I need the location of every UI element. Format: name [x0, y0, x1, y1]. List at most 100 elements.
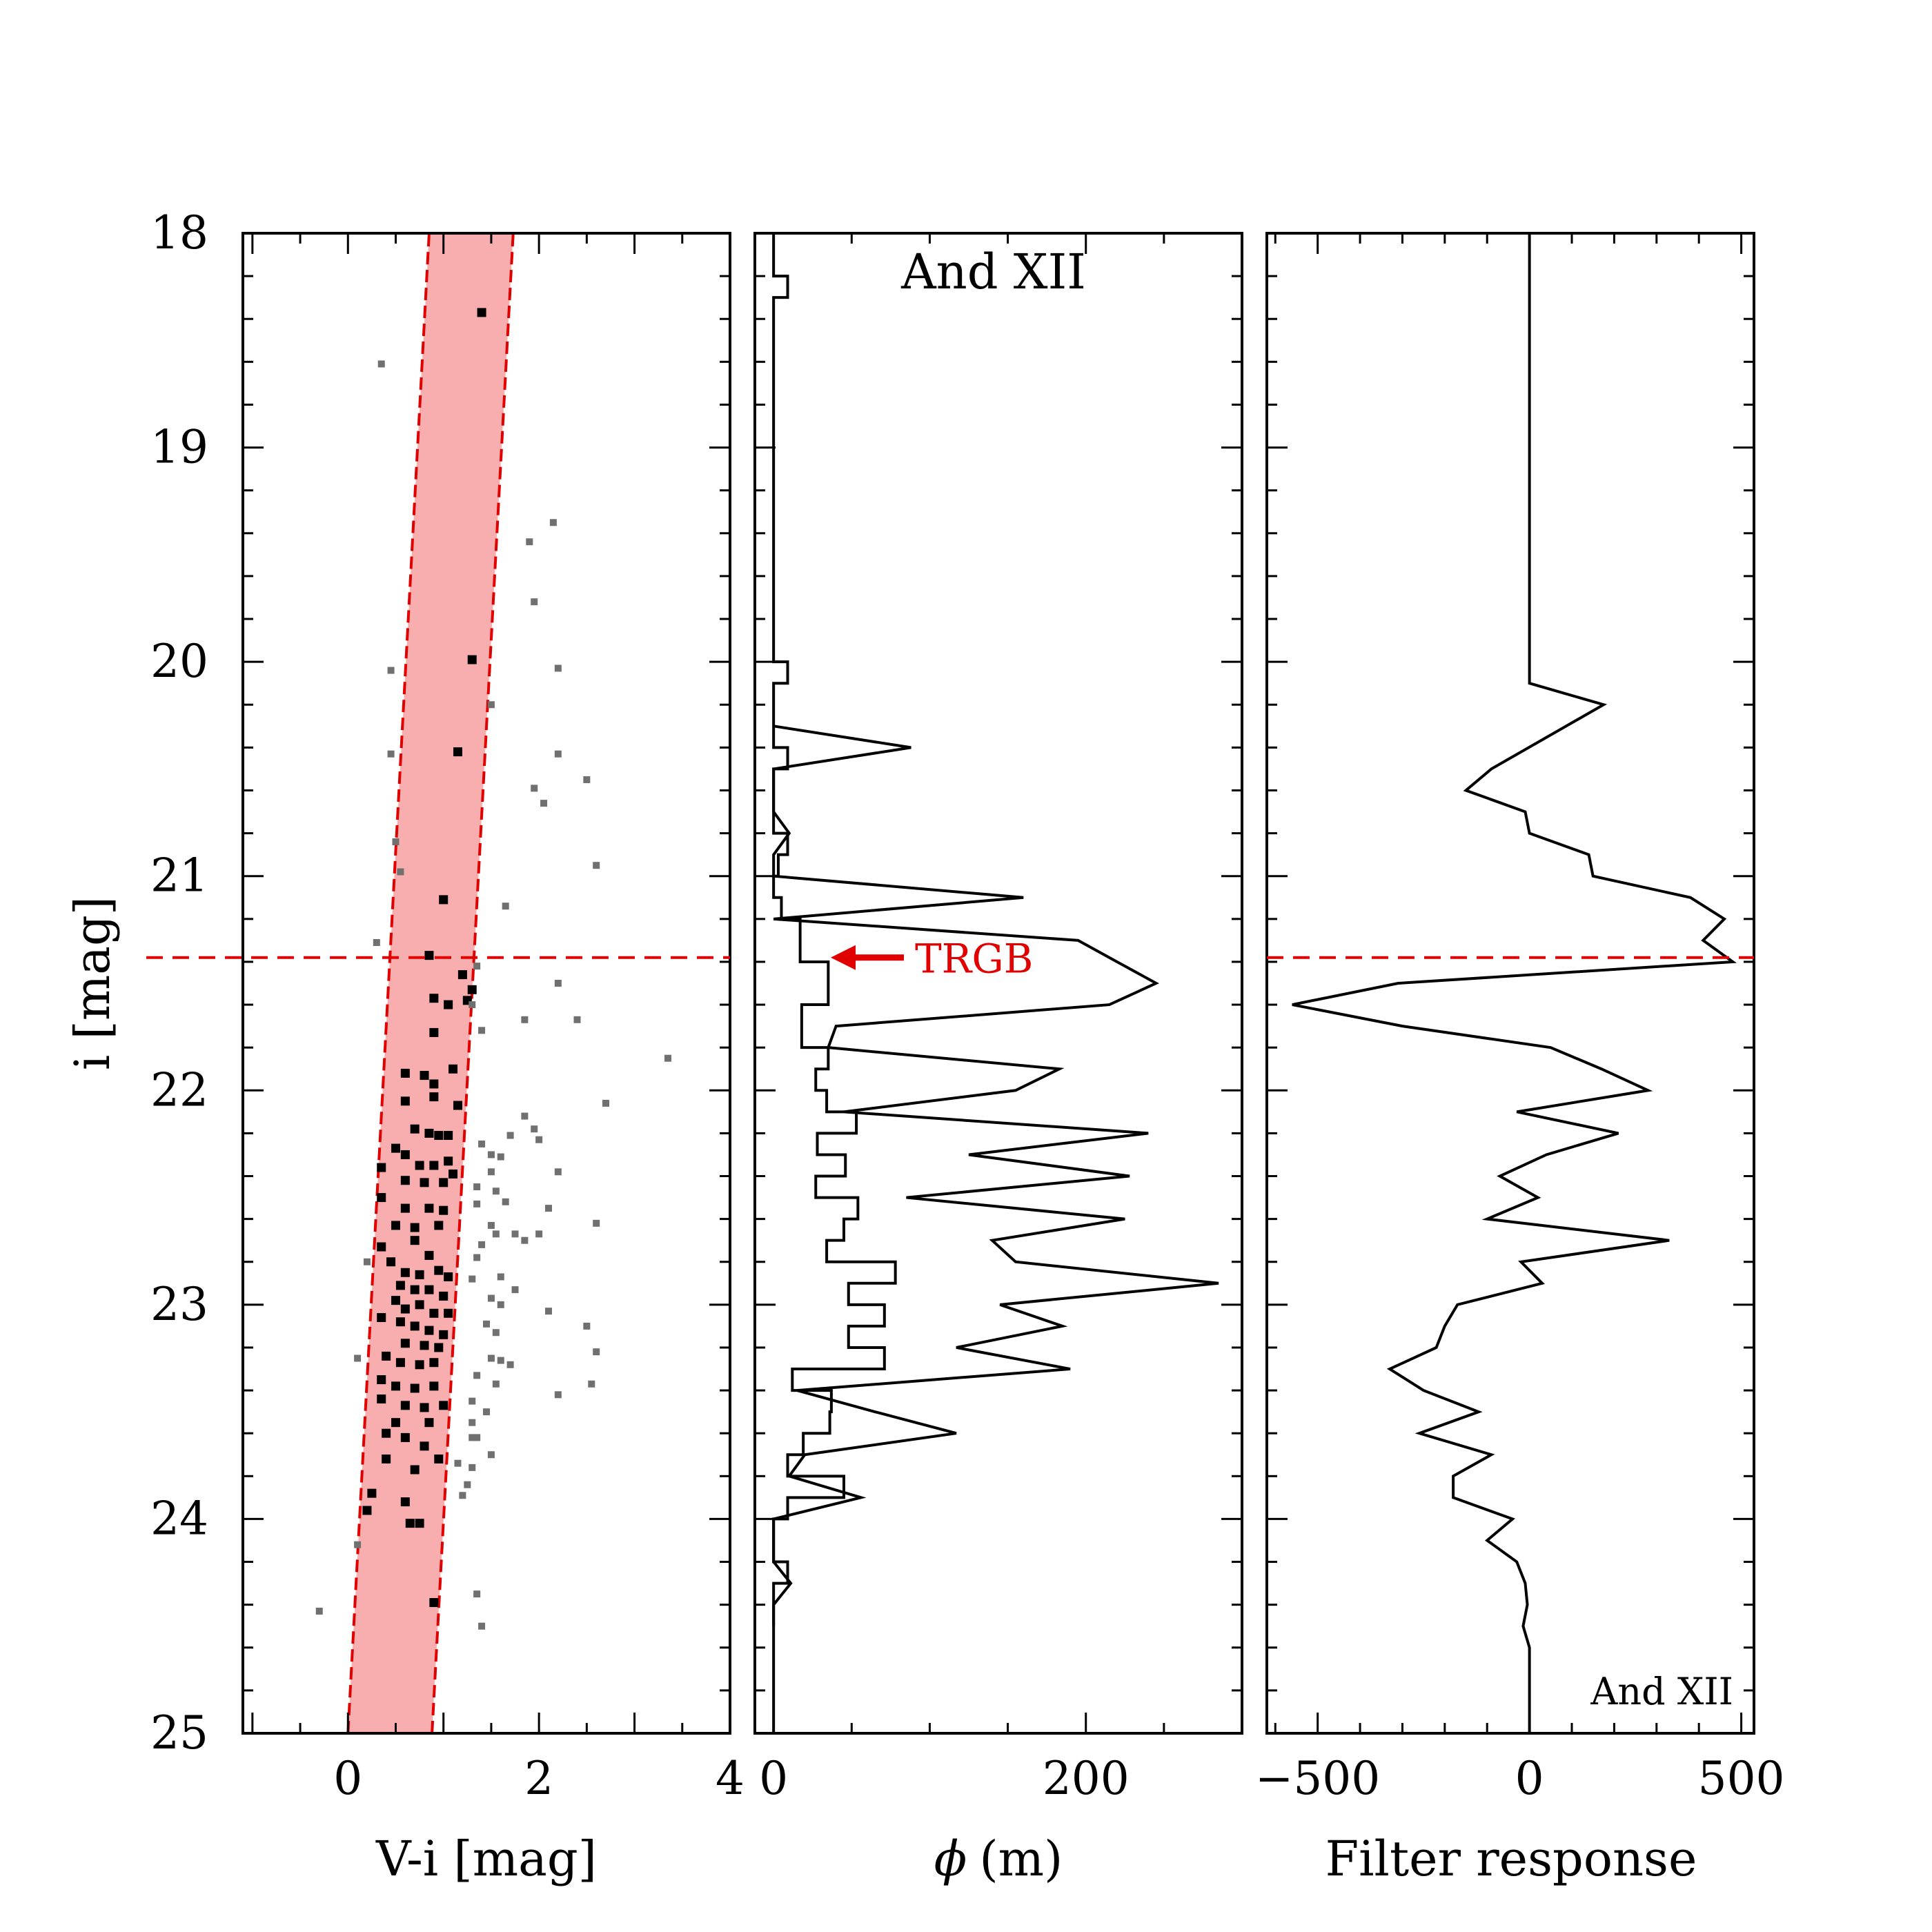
star-point	[429, 1358, 439, 1368]
star-point	[497, 1357, 504, 1364]
star-point	[444, 1308, 453, 1318]
star-point	[453, 747, 462, 757]
star-point	[424, 951, 434, 960]
phi-unit: (m)	[979, 1831, 1063, 1887]
star-point	[377, 1193, 386, 1203]
star-point	[492, 1380, 500, 1388]
cmd-y-axis-label: i [mag]	[64, 896, 121, 1070]
cmd-points	[315, 308, 672, 1630]
star-point	[424, 1203, 434, 1213]
star-point	[602, 1099, 610, 1107]
star-point	[478, 1140, 486, 1147]
star-point	[415, 1300, 424, 1310]
y-tick-label: 19	[150, 421, 208, 474]
star-point	[473, 1200, 481, 1208]
star-point	[391, 1296, 400, 1305]
star-point	[492, 1329, 500, 1337]
cmd-y-tick-labels: 18 19 20 21 22 23 24 25	[150, 206, 208, 1759]
star-point	[497, 1153, 504, 1161]
phi-x-tick-labels: 0 200	[759, 1752, 1130, 1805]
star-point	[554, 1168, 562, 1176]
star-point	[400, 1068, 410, 1078]
star-point	[424, 1285, 434, 1294]
corner-galaxy-label: And XII	[1590, 1670, 1733, 1713]
star-point	[420, 1341, 429, 1350]
star-point	[487, 1151, 495, 1159]
star-point	[444, 1156, 453, 1166]
star-point	[469, 1397, 476, 1405]
star-point	[439, 895, 448, 905]
star-point	[477, 308, 486, 317]
star-point	[469, 1463, 476, 1471]
star-point	[593, 862, 600, 869]
star-point	[410, 1236, 420, 1245]
star-point	[410, 1321, 420, 1331]
star-point	[469, 1001, 476, 1009]
star-point	[424, 1325, 434, 1335]
star-point	[400, 1268, 410, 1277]
star-point	[521, 1236, 529, 1244]
star-point	[392, 838, 400, 846]
star-point	[415, 1360, 424, 1370]
star-point	[410, 1285, 420, 1294]
star-point	[526, 538, 533, 546]
star-point	[439, 1291, 448, 1301]
star-point	[664, 1054, 672, 1062]
star-point	[429, 1308, 439, 1318]
panel-title: And XII	[900, 244, 1086, 300]
star-point	[400, 1432, 410, 1442]
star-point	[521, 1016, 529, 1023]
star-point	[373, 938, 380, 946]
star-point	[531, 785, 538, 792]
star-point	[487, 1354, 495, 1362]
phi-x-axis-label: ϕ (m)	[934, 1831, 1063, 1887]
star-point	[502, 1198, 509, 1205]
star-point	[478, 1622, 486, 1630]
x-tick-label: 4	[716, 1752, 745, 1805]
star-point	[362, 1506, 372, 1515]
star-point	[429, 1598, 439, 1608]
star-point	[506, 1132, 514, 1139]
star-point	[554, 980, 562, 987]
star-point	[410, 1223, 420, 1232]
star-point	[469, 1275, 476, 1283]
star-point	[497, 1301, 504, 1308]
star-point	[429, 994, 439, 1003]
star-point	[483, 1408, 490, 1416]
star-point	[444, 1131, 453, 1141]
star-point	[391, 1418, 400, 1428]
star-point	[382, 1428, 391, 1438]
trgb-arrow	[831, 945, 904, 970]
filter-response-line	[1292, 233, 1737, 1733]
phi-response-line	[772, 724, 1219, 1626]
x-tick-label: 0	[759, 1752, 788, 1805]
star-point	[506, 1361, 514, 1368]
star-point	[487, 1221, 495, 1229]
star-point	[473, 1372, 481, 1379]
star-point	[395, 1281, 405, 1290]
star-point	[315, 1607, 323, 1615]
star-point	[429, 1079, 439, 1089]
star-point	[420, 1441, 429, 1451]
star-point	[593, 1348, 600, 1356]
star-point	[439, 1178, 448, 1187]
y-tick-label: 21	[150, 849, 208, 903]
star-point	[400, 1176, 410, 1185]
star-point	[377, 1394, 386, 1404]
star-point	[473, 1254, 481, 1261]
star-point	[549, 519, 557, 526]
star-point	[531, 1125, 538, 1133]
star-point	[405, 1519, 415, 1528]
filter-x-axis-label: Filter response	[1325, 1831, 1697, 1887]
star-point	[444, 1272, 453, 1281]
filter-axes-frame	[1265, 232, 1755, 1735]
star-point	[395, 1317, 405, 1327]
star-point	[483, 1320, 490, 1328]
y-tick-label: 25	[150, 1706, 208, 1759]
star-point	[544, 1205, 552, 1212]
star-point	[410, 1465, 420, 1475]
star-point	[454, 1459, 462, 1467]
star-point	[424, 1418, 434, 1428]
filter-ticks	[1267, 232, 1754, 1735]
